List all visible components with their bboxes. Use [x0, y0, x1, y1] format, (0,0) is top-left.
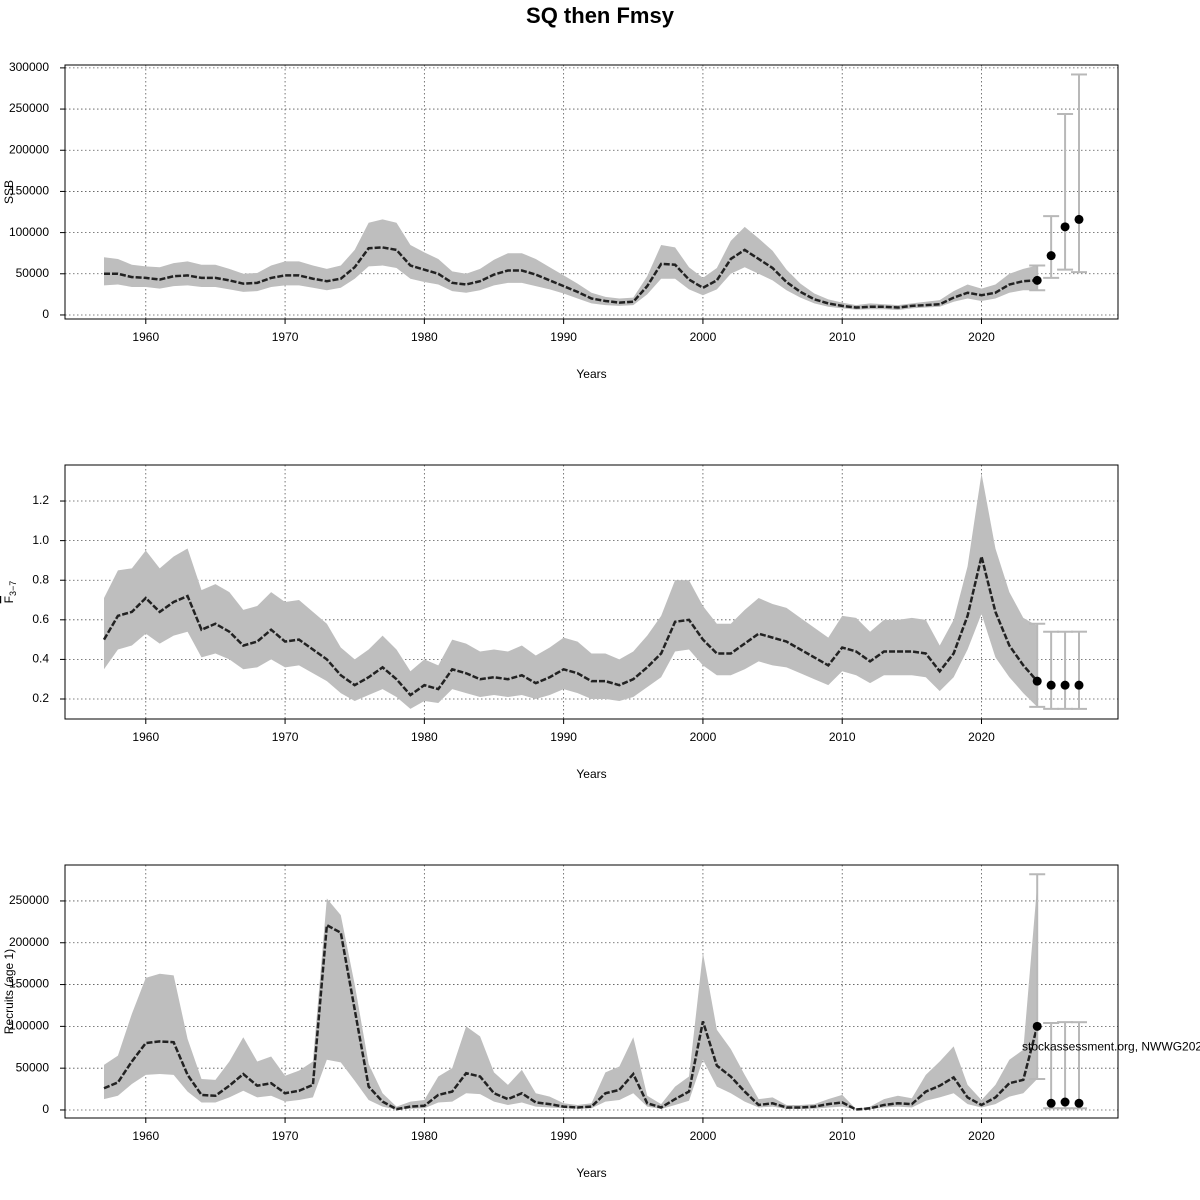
x-tick-label: 2000 [690, 1129, 717, 1143]
projection-point [1032, 676, 1042, 686]
y-tick-label: 0.2 [32, 691, 49, 705]
y-axis-label-main: Recruits (age 1) [2, 949, 16, 1034]
x-tick-label: 2000 [690, 730, 717, 744]
y-axis-label: F3−7 [2, 581, 18, 604]
x-tick-label: 2010 [829, 330, 856, 344]
x-tick-label: 1990 [550, 330, 577, 344]
x-tick-label: 2020 [968, 1129, 995, 1143]
x-tick-label: 1960 [132, 730, 159, 744]
y-tick-label: 100000 [9, 1019, 49, 1033]
y-axis-label: Recruits (age 1) [2, 949, 16, 1034]
projection-point [1060, 222, 1070, 232]
projection-point [1046, 251, 1056, 261]
y-tick-label: 0.4 [32, 652, 49, 666]
y-tick-label: 150000 [9, 977, 49, 991]
chart-title: SQ then Fmsy [526, 3, 675, 28]
y-tick-label: 100000 [9, 225, 49, 239]
y-tick-label: 200000 [9, 142, 49, 156]
x-tick-label: 1990 [550, 1129, 577, 1143]
estimate-line [103, 923, 1039, 1111]
y-tick-label: 150000 [9, 184, 49, 198]
x-tick-label: 1980 [411, 330, 438, 344]
plot-frame [64, 864, 1119, 1119]
confidence-band [104, 219, 1038, 311]
panel: 1960 1970 1980 1990 2000 2010 2020 0.2 0.4 0.6 0.8… [2, 464, 1119, 781]
projection-point [1032, 1021, 1042, 1031]
projection-point [1046, 680, 1056, 690]
annotation: stockassessment.org, NWWG2024_ha [1022, 1039, 1200, 1053]
x-tick-label: 1990 [550, 730, 577, 744]
x-tick-label: 2010 [829, 1129, 856, 1143]
y-tick-label: 1.2 [32, 493, 49, 507]
projection-point [1032, 275, 1042, 285]
x-axis-label: Years [576, 767, 606, 781]
confidence-band [104, 473, 1038, 709]
projection-point [1060, 1097, 1070, 1107]
estimate-line [102, 556, 1039, 697]
y-tick-label: 200000 [9, 935, 49, 949]
projection-point [1060, 680, 1070, 690]
y-tick-label: 0.8 [32, 572, 49, 586]
y-axis-label-main: F [2, 596, 16, 603]
y-tick-label: 300000 [9, 60, 49, 74]
x-tick-label: 1980 [411, 1129, 438, 1143]
x-tick-label: 1960 [132, 330, 159, 344]
x-tick-label: 2010 [829, 730, 856, 744]
panel: 1960 1970 1980 1990 2000 2010 2020 0 50000 100000… [2, 60, 1119, 381]
x-tick-label: 1980 [411, 730, 438, 744]
projection-point [1074, 680, 1084, 690]
y-tick-label: 1.0 [32, 533, 49, 547]
y-tick-label: 50000 [16, 266, 50, 280]
x-tick-label: 2020 [968, 330, 995, 344]
panel: 1960 1970 1980 1990 2000 2010 2020 0 50000 100000… [2, 864, 1200, 1180]
x-axis-label: Years [576, 367, 606, 381]
x-axis-label: Years [576, 1166, 606, 1180]
plot-frame [64, 64, 1119, 320]
projection-point [1074, 214, 1084, 224]
confidence-band [104, 884, 1038, 1110]
x-tick-label: 1970 [272, 1129, 299, 1143]
x-tick-label: 1970 [272, 330, 299, 344]
y-tick-label: 0 [42, 1102, 49, 1116]
plot-frame [64, 464, 1119, 720]
projection-point [1046, 1098, 1056, 1108]
y-axis-label: SSB [2, 180, 16, 204]
x-tick-label: 1970 [272, 730, 299, 744]
y-tick-label: 250000 [9, 893, 49, 907]
y-axis-label-sub: 3−7 [8, 581, 18, 596]
y-tick-label: 0.6 [32, 612, 49, 626]
y-tick-label: 50000 [16, 1060, 50, 1074]
x-tick-label: 2020 [968, 730, 995, 744]
projection-point [1074, 1098, 1084, 1108]
x-tick-label: 1960 [132, 1129, 159, 1143]
y-tick-label: 250000 [9, 101, 49, 115]
y-axis-label-main: SSB [2, 180, 16, 204]
y-tick-label: 0 [42, 307, 49, 321]
estimate-line [104, 246, 1038, 309]
x-tick-label: 2000 [690, 330, 717, 344]
